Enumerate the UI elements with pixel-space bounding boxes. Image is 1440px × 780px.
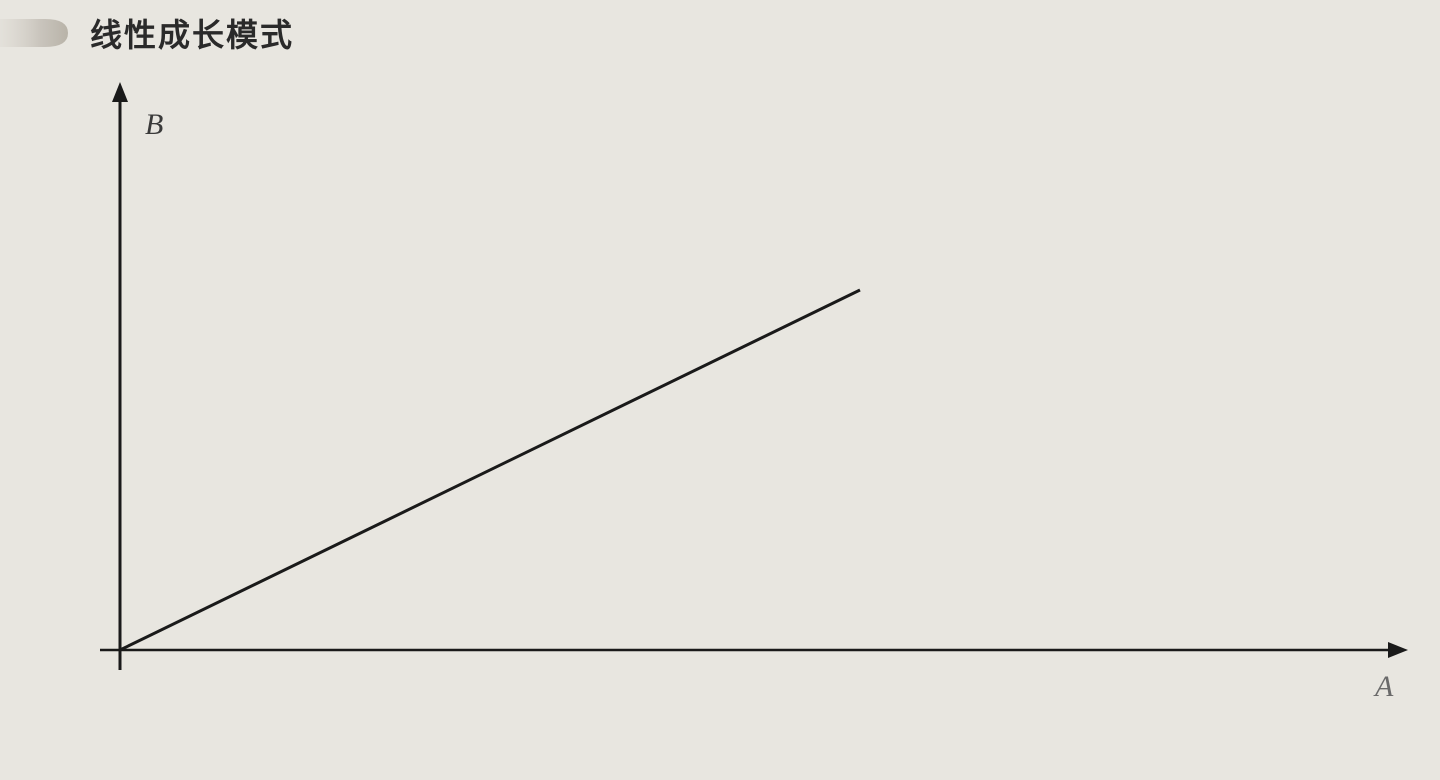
chart-title: 线性成长模式 xyxy=(90,10,294,56)
bullet-icon xyxy=(0,13,70,53)
x-axis-label: A xyxy=(1375,670,1393,704)
linear-growth-chart xyxy=(90,80,1410,760)
y-axis-arrow xyxy=(112,82,128,102)
chart-header: 线性成长模式 xyxy=(0,10,294,56)
y-axis-label: B xyxy=(145,108,163,142)
data-line xyxy=(120,290,860,650)
chart-area: B A xyxy=(90,80,1410,760)
x-axis-arrow xyxy=(1388,642,1408,658)
